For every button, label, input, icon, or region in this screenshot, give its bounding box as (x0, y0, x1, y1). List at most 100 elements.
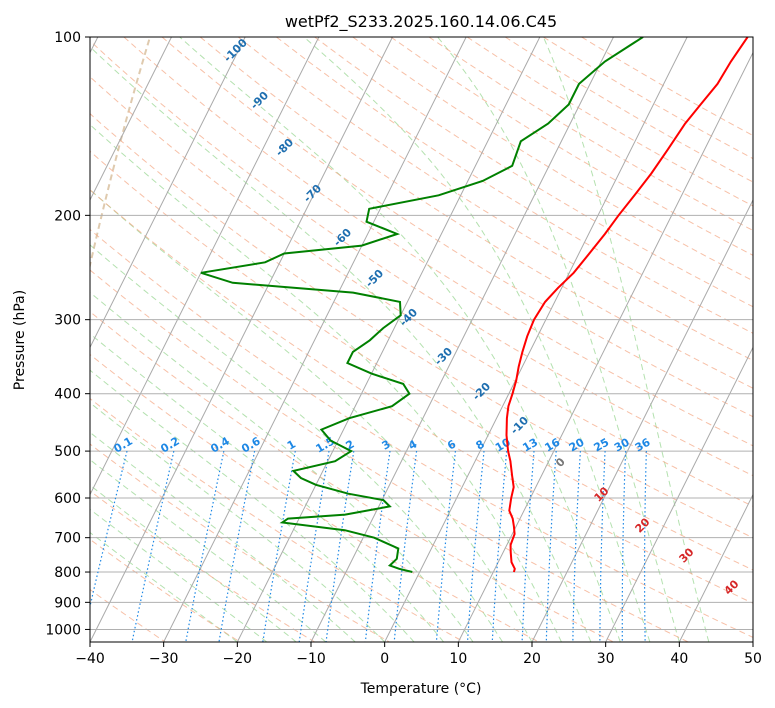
dry-adiabat-line (90, 113, 753, 539)
moist-adiabat-label: 20 (633, 515, 653, 535)
mixing-ratio-line (466, 451, 485, 642)
x-tick-label: 10 (449, 651, 467, 667)
y-tick-label: 1000 (45, 622, 81, 638)
mixing-ratio-line (491, 451, 508, 642)
moist-adiabat-line (90, 291, 474, 642)
moist-adiabats (90, 37, 710, 642)
dry-adiabat-line (90, 490, 315, 642)
y-tick-label: 300 (54, 313, 81, 329)
x-tick-label: 40 (670, 651, 688, 667)
mixing-ratio-line (262, 450, 296, 642)
mixing-ratio-label: 8 (474, 438, 487, 453)
y-tick-label: 500 (54, 444, 81, 460)
moist-adiabat-line (90, 459, 327, 642)
isotherm-line (752, 640, 753, 642)
dry-adiabat-label: -30 (432, 345, 455, 368)
plot-frame (89, 36, 754, 643)
moist-adiabat-line (90, 189, 533, 642)
mixing-ratio-line (521, 451, 535, 642)
x-tick-label: −10 (296, 651, 326, 667)
isotherm-line (236, 37, 541, 642)
isotherm-line (90, 37, 393, 642)
sounding-series (200, 37, 749, 573)
dry-adiabat-line (314, 37, 753, 308)
reference-curve (90, 37, 151, 270)
dry-adiabat-line (504, 37, 753, 183)
dry-adiabat-label: -10 (508, 414, 531, 437)
y-axis-label: Pressure (hPa) (12, 290, 28, 390)
moist-adiabat-line (303, 37, 651, 642)
mixing-ratio-label: 10 (493, 435, 513, 454)
dry-adiabat-label: -70 (301, 182, 324, 205)
moist-adiabat-line (542, 37, 710, 642)
dry-adiabat-line (90, 353, 540, 642)
dry-adiabat-line (466, 37, 753, 207)
x-axis-label: Temperature (°C) (360, 681, 482, 697)
mixing-ratio-label: 0.6 (239, 434, 263, 455)
dry-adiabat-label: -60 (331, 226, 354, 249)
mixing-ratio-line (393, 451, 418, 642)
mixing-ratio-label: 30 (612, 435, 632, 454)
mixing-ratio-line (621, 451, 627, 642)
mixing-ratio-label: 1.5 (314, 435, 337, 456)
moist-adiabat-label: 40 (722, 577, 742, 597)
moist-adiabat-line (90, 333, 444, 642)
mixing-ratio-line (90, 450, 128, 609)
dry-adiabat-line (90, 310, 614, 642)
plot-area: 0.1 0.2 0.4 0.6 1 1.5 2 3 4 6 8 10 13 16 20 25 30 36-100-… (90, 36, 753, 642)
dry-adiabat-line (90, 397, 465, 642)
y-tick-label: 700 (54, 531, 81, 547)
isotherm-line (310, 37, 614, 642)
x-tick-label: 20 (523, 651, 541, 667)
isotherm-line (90, 37, 172, 202)
x-tick-label: −40 (75, 651, 105, 667)
dry-adiabat-line (581, 37, 753, 137)
mixing-ratio-line (435, 451, 456, 642)
temperature-line (505, 37, 749, 573)
line-labels: 0.1 0.2 0.4 0.6 1 1.5 2 3 4 6 8 10 13 16 20 25 30 36-100-… (112, 36, 742, 598)
pressure-gridlines (90, 37, 753, 630)
mixing-ratio-line (572, 451, 581, 642)
dry-adiabat-label: -80 (273, 136, 296, 159)
chart-title: wetPf2_S233.2025.160.14.06.C45 (285, 12, 557, 32)
dry-adiabat-line (123, 37, 753, 447)
isotherm-line (457, 51, 753, 642)
dry-adiabat-label: -100 (221, 36, 250, 65)
moist-adiabat-line (90, 402, 386, 642)
dry-adiabat-line (90, 269, 689, 642)
dry-adiabat-line (390, 37, 753, 256)
moist-adiabat-line (179, 37, 621, 642)
dry-adiabat-label: -90 (248, 89, 271, 112)
mixing-ratio-line (131, 450, 175, 642)
x-tick-label: 30 (597, 651, 615, 667)
moist-adiabat-line (90, 369, 415, 642)
y-tick-label: 400 (54, 387, 81, 403)
mixing-ratio-line (545, 451, 557, 642)
isotherm-line (531, 198, 753, 642)
moist-adiabat-label: 30 (677, 545, 697, 565)
mixing-ratio-line (644, 451, 647, 642)
moist-adiabat-line (90, 244, 503, 642)
dewpoint-line (200, 37, 644, 573)
y-tick-label: 900 (54, 595, 81, 611)
mixing-ratio-line (185, 450, 225, 642)
mixing-ratio-line (599, 451, 606, 642)
moist-adiabat-line (437, 37, 680, 642)
x-tick-label: −30 (149, 651, 179, 667)
moist-adiabat-line (90, 124, 562, 642)
y-tick-label: 100 (54, 30, 81, 46)
moist-adiabat-line (90, 46, 592, 642)
dry-adiabat-line (90, 76, 753, 507)
isotherms (90, 37, 753, 642)
dry-adiabat-line (161, 37, 753, 418)
y-axis-ticks: 100 200 300 400 500 600 700 800 900 1000 (45, 30, 90, 638)
moist-adiabat-line (90, 531, 238, 642)
isotherm-line (90, 37, 320, 496)
mixing-ratio-line (298, 450, 330, 642)
dry-adiabat-line (90, 150, 753, 571)
y-tick-label: 600 (54, 491, 81, 507)
mixing-ratio-line (325, 451, 355, 642)
isotherm-line (384, 37, 688, 642)
mixing-ratio-label: 36 (633, 435, 653, 454)
